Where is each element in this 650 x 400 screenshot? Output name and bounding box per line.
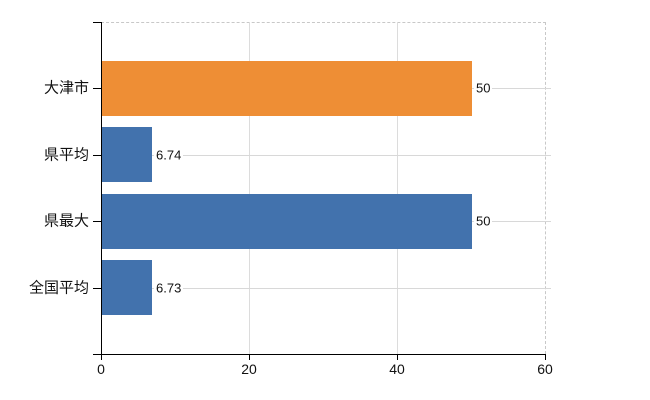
bar: [102, 61, 472, 116]
plot-border-right: [545, 22, 546, 354]
bar-value-label: 50: [474, 80, 493, 96]
category-label: 大津市: [43, 79, 89, 97]
plot-border-top: [101, 22, 546, 23]
bar-value-label: 50: [474, 213, 493, 229]
x-axis-tick: [249, 354, 250, 360]
x-tick-label: 40: [389, 361, 405, 377]
y-axis-tick: [93, 221, 101, 222]
bar: [102, 127, 152, 182]
category-label: 全国平均: [28, 279, 89, 297]
bar-value-label: 6.73: [154, 280, 184, 296]
gridline-horizontal: [102, 288, 551, 289]
y-axis-tick: [93, 288, 101, 289]
bar: [102, 194, 472, 249]
category-label: 県平均: [43, 146, 89, 164]
y-axis-tick: [93, 88, 101, 89]
x-tick-label: 60: [537, 361, 553, 377]
bar: [102, 260, 152, 315]
category-label: 県最大: [43, 212, 89, 230]
x-axis-tick: [397, 354, 398, 360]
x-tick-label: 20: [241, 361, 257, 377]
gridline-horizontal: [102, 155, 551, 156]
x-tick-label: 0: [97, 361, 105, 377]
y-axis-line: [101, 22, 102, 360]
y-axis-tick: [93, 155, 101, 156]
x-axis-tick: [545, 354, 546, 360]
gridline-vertical: [249, 22, 250, 354]
gridline-vertical: [397, 22, 398, 354]
x-axis-line: [93, 354, 546, 355]
bar-value-label: 6.74: [154, 147, 184, 163]
y-axis-tick: [93, 22, 101, 23]
